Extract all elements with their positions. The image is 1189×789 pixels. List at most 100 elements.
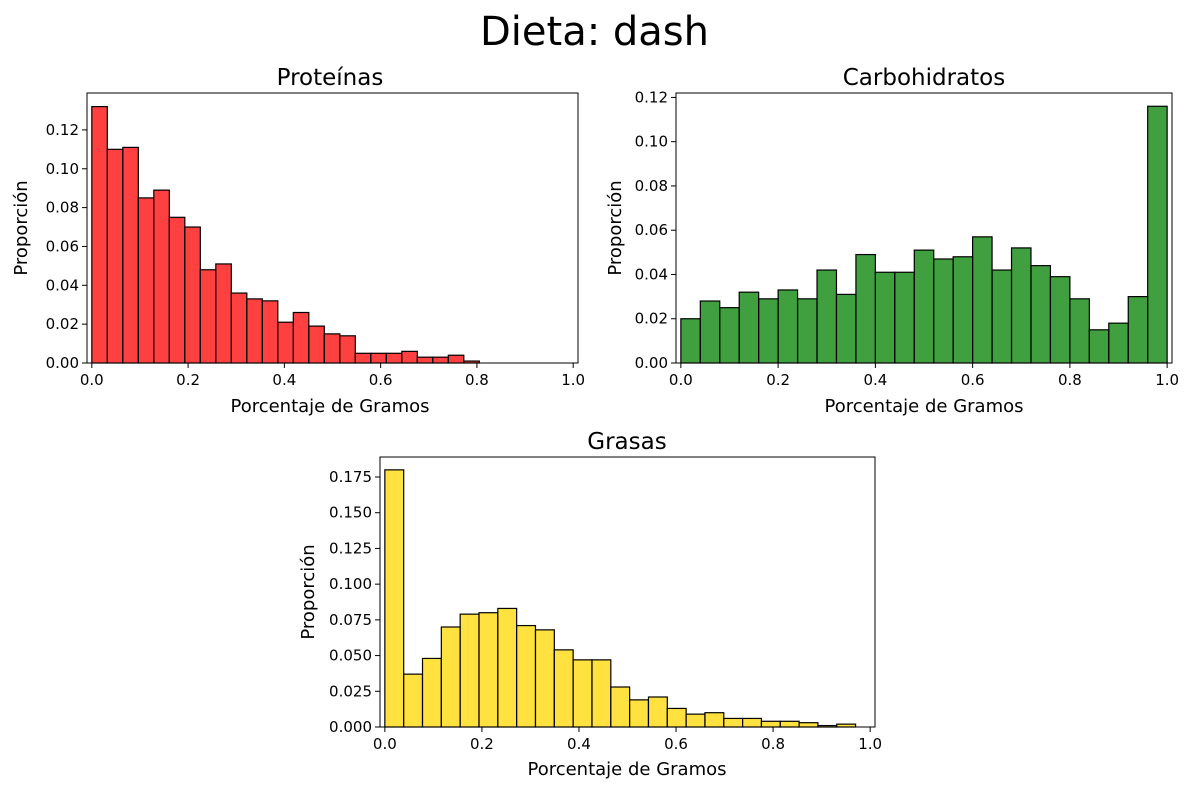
bar — [972, 236, 993, 364]
bar — [742, 717, 763, 728]
bar — [719, 307, 740, 364]
bar — [572, 659, 593, 728]
bar — [106, 148, 124, 364]
chart-title: Grasas — [587, 429, 666, 455]
bar — [416, 356, 434, 364]
y-tick-label: 0.12 — [46, 121, 79, 139]
bar — [1108, 322, 1129, 364]
x-tick-label: 0.0 — [373, 735, 397, 753]
y-tick-label: 0.02 — [46, 315, 79, 333]
bar — [796, 298, 818, 364]
bar — [184, 226, 201, 364]
bar — [666, 707, 687, 728]
y-tick-label: 0.12 — [635, 88, 668, 106]
bar — [738, 291, 760, 364]
y-tick-label: 0.00 — [46, 354, 79, 372]
bar — [913, 249, 935, 364]
bar — [1049, 276, 1071, 364]
x-axis-label: Porcentaje de Gramos — [527, 759, 726, 780]
x-tick-label: 0.4 — [863, 371, 887, 389]
bar — [1147, 105, 1168, 364]
bar — [478, 612, 499, 728]
y-tick-label: 0.08 — [46, 199, 79, 217]
x-tick-label: 1.0 — [1155, 371, 1179, 389]
bar — [777, 289, 799, 364]
bar — [440, 626, 461, 728]
y-axis-label: Proporción — [605, 180, 626, 275]
y-tick-label: 0.04 — [46, 276, 79, 294]
bar — [246, 298, 263, 364]
bar — [277, 321, 294, 364]
bar — [459, 613, 480, 728]
bar — [1127, 296, 1149, 364]
bar — [137, 197, 155, 364]
x-tick-label: 0.2 — [766, 371, 790, 389]
bar — [354, 352, 372, 364]
bar — [1010, 247, 1032, 364]
bar — [1069, 298, 1090, 364]
bar — [534, 629, 555, 728]
plot-frame — [86, 92, 579, 364]
bars — [91, 105, 480, 364]
bar — [370, 352, 387, 364]
chart-grasas: Grasas Porcentaje de Gramos Proporción 0… — [298, 429, 882, 780]
x-tick-label: 0.6 — [664, 735, 688, 753]
bar — [91, 105, 108, 364]
bar — [855, 253, 876, 364]
bar — [1030, 265, 1052, 364]
x-tick-label: 0.6 — [369, 371, 393, 389]
bar — [432, 356, 449, 364]
bar — [952, 256, 974, 364]
bar — [230, 292, 248, 364]
bar — [760, 720, 781, 728]
bar — [798, 722, 819, 728]
y-tick-label: 0.050 — [329, 647, 372, 665]
x-axis-label: Porcentaje de Gramos — [824, 396, 1023, 417]
bar — [704, 712, 725, 728]
bar — [308, 325, 325, 364]
bar — [816, 269, 838, 364]
bar — [1088, 329, 1110, 364]
y-tick-label: 0.150 — [329, 504, 372, 522]
y-tick-label: 0.125 — [329, 539, 372, 557]
chart-proteinas: Proteínas Porcentaje de Gramos Proporció… — [11, 65, 585, 417]
y-tick-label: 0.06 — [635, 221, 668, 239]
x-tick-label: 0.0 — [669, 371, 693, 389]
bar — [339, 335, 356, 364]
bar — [261, 300, 279, 364]
y-tick-label: 0.075 — [329, 611, 372, 629]
y-axis-label: Proporción — [298, 544, 319, 639]
bar — [168, 216, 186, 364]
bar — [292, 311, 310, 364]
bar — [685, 713, 706, 728]
bar — [933, 258, 954, 364]
y-tick-label: 0.00 — [635, 354, 668, 372]
bar — [199, 269, 217, 364]
bar — [680, 318, 701, 364]
bar — [403, 673, 424, 728]
bar — [122, 146, 139, 364]
y-tick-label: 0.175 — [329, 468, 372, 486]
chart-carbohidratos: Carbohidratos Porcentaje de Gramos Propo… — [605, 65, 1179, 417]
bar — [401, 350, 418, 364]
bar — [835, 293, 857, 364]
bar — [610, 686, 631, 728]
x-tick-label: 1.0 — [561, 371, 585, 389]
bar — [323, 333, 341, 364]
bar — [516, 624, 537, 728]
bar — [894, 271, 915, 364]
y-tick-label: 0.08 — [635, 177, 668, 195]
y-axis-label: Proporción — [11, 180, 32, 275]
x-tick-label: 0.4 — [567, 735, 591, 753]
bar — [779, 720, 800, 728]
bar — [699, 300, 721, 364]
x-tick-label: 0.6 — [961, 371, 985, 389]
y-tick-label: 0.10 — [46, 160, 79, 178]
bar — [421, 657, 442, 728]
y-tick-label: 0.025 — [329, 682, 372, 700]
chart-title: Carbohidratos — [843, 65, 1005, 91]
x-tick-label: 0.4 — [272, 371, 296, 389]
x-tick-label: 0.2 — [470, 735, 494, 753]
